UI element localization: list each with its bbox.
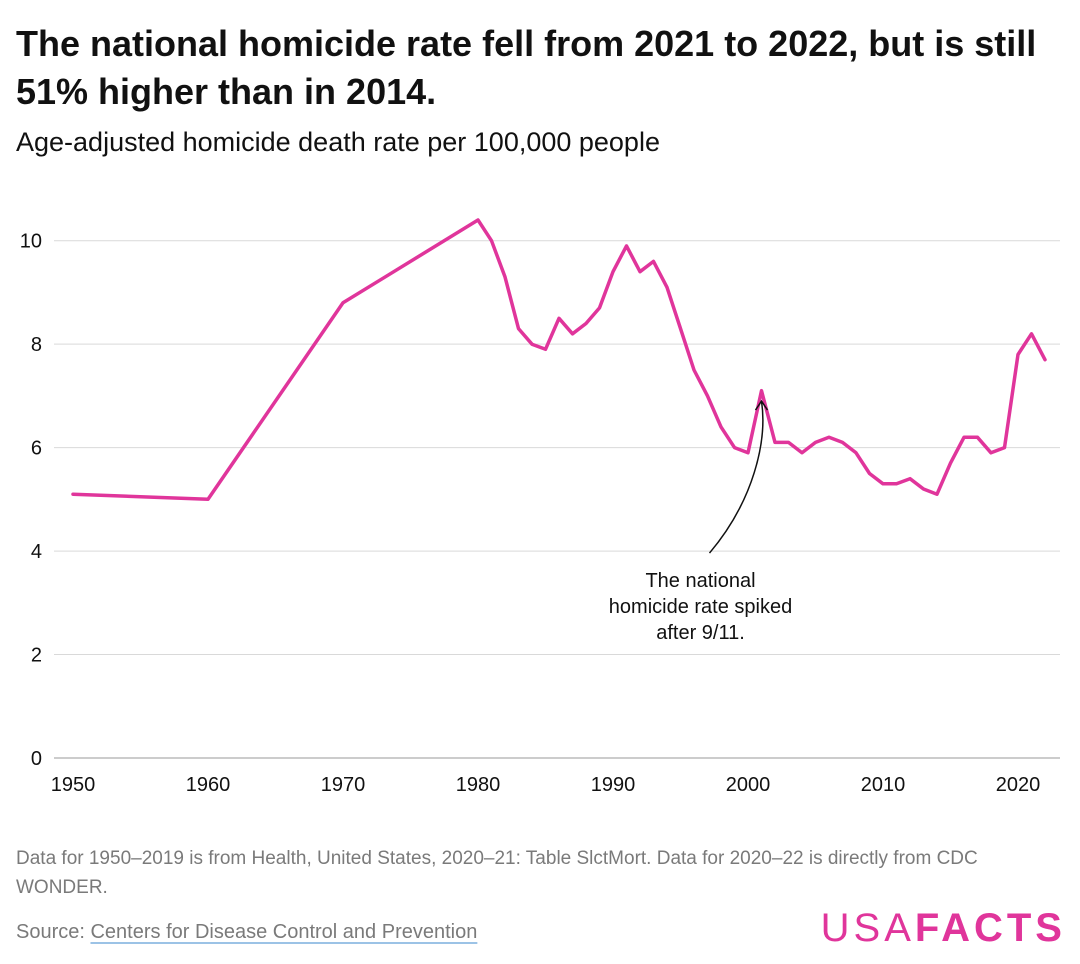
- chart-title: The national homicide rate fell from 202…: [16, 23, 1037, 112]
- source-link[interactable]: Centers for Disease Control and Preventi…: [90, 921, 478, 943]
- annotation-arrow: [708, 400, 764, 554]
- data-note: Data for 1950–2019 is from Health, Unite…: [16, 848, 978, 898]
- x-tick-label: 2020: [996, 774, 1041, 796]
- annotation-text: after 9/11.: [656, 622, 745, 644]
- logo-usa-text: USA: [820, 906, 915, 950]
- annotation-arrowhead: [754, 399, 769, 411]
- line-chart: 0 2 4 6 8 10 1950 1960 1970 1980 1990 2000 2010 2020…: [20, 218, 1060, 796]
- source-line: Source: Centers for Disease Control and …: [16, 918, 477, 947]
- x-tick-label: 1970: [321, 774, 366, 796]
- series-line: [71, 218, 1047, 502]
- y-tick-label: 4: [31, 541, 42, 563]
- usafacts-logo[interactable]: USAFACTS: [821, 906, 1066, 951]
- chart-subtitle: Age-adjusted homicide death rate per 100…: [16, 127, 660, 157]
- x-tick-label: 1950: [51, 774, 96, 796]
- x-tick-label: 2010: [861, 774, 906, 796]
- y-tick-label: 6: [31, 438, 42, 460]
- gridlines: [54, 240, 1060, 759]
- y-tick-label: 10: [20, 231, 42, 253]
- x-tick-label: 1960: [186, 774, 231, 796]
- x-tick-label: 1980: [456, 774, 501, 796]
- annotation-text: homicide rate spiked: [609, 596, 792, 618]
- y-tick-label: 2: [31, 645, 42, 667]
- logo-facts-text: FACTS: [914, 906, 1066, 950]
- y-tick-label: 0: [31, 748, 42, 770]
- x-tick-label: 2000: [726, 774, 771, 796]
- y-tick-label: 8: [31, 334, 42, 356]
- source-prefix: Source:: [16, 921, 91, 943]
- annotation: The national homicide rate spiked after 9/…: [609, 399, 792, 644]
- x-axis-ticks: 1950 1960 1970 1980 1990 2000 2010 2020: [51, 774, 1041, 796]
- y-axis-ticks: 0 2 4 6 8 10: [20, 231, 42, 770]
- x-tick-label: 1990: [591, 774, 636, 796]
- annotation-text: The national: [645, 570, 755, 592]
- series-layer: [71, 218, 1047, 502]
